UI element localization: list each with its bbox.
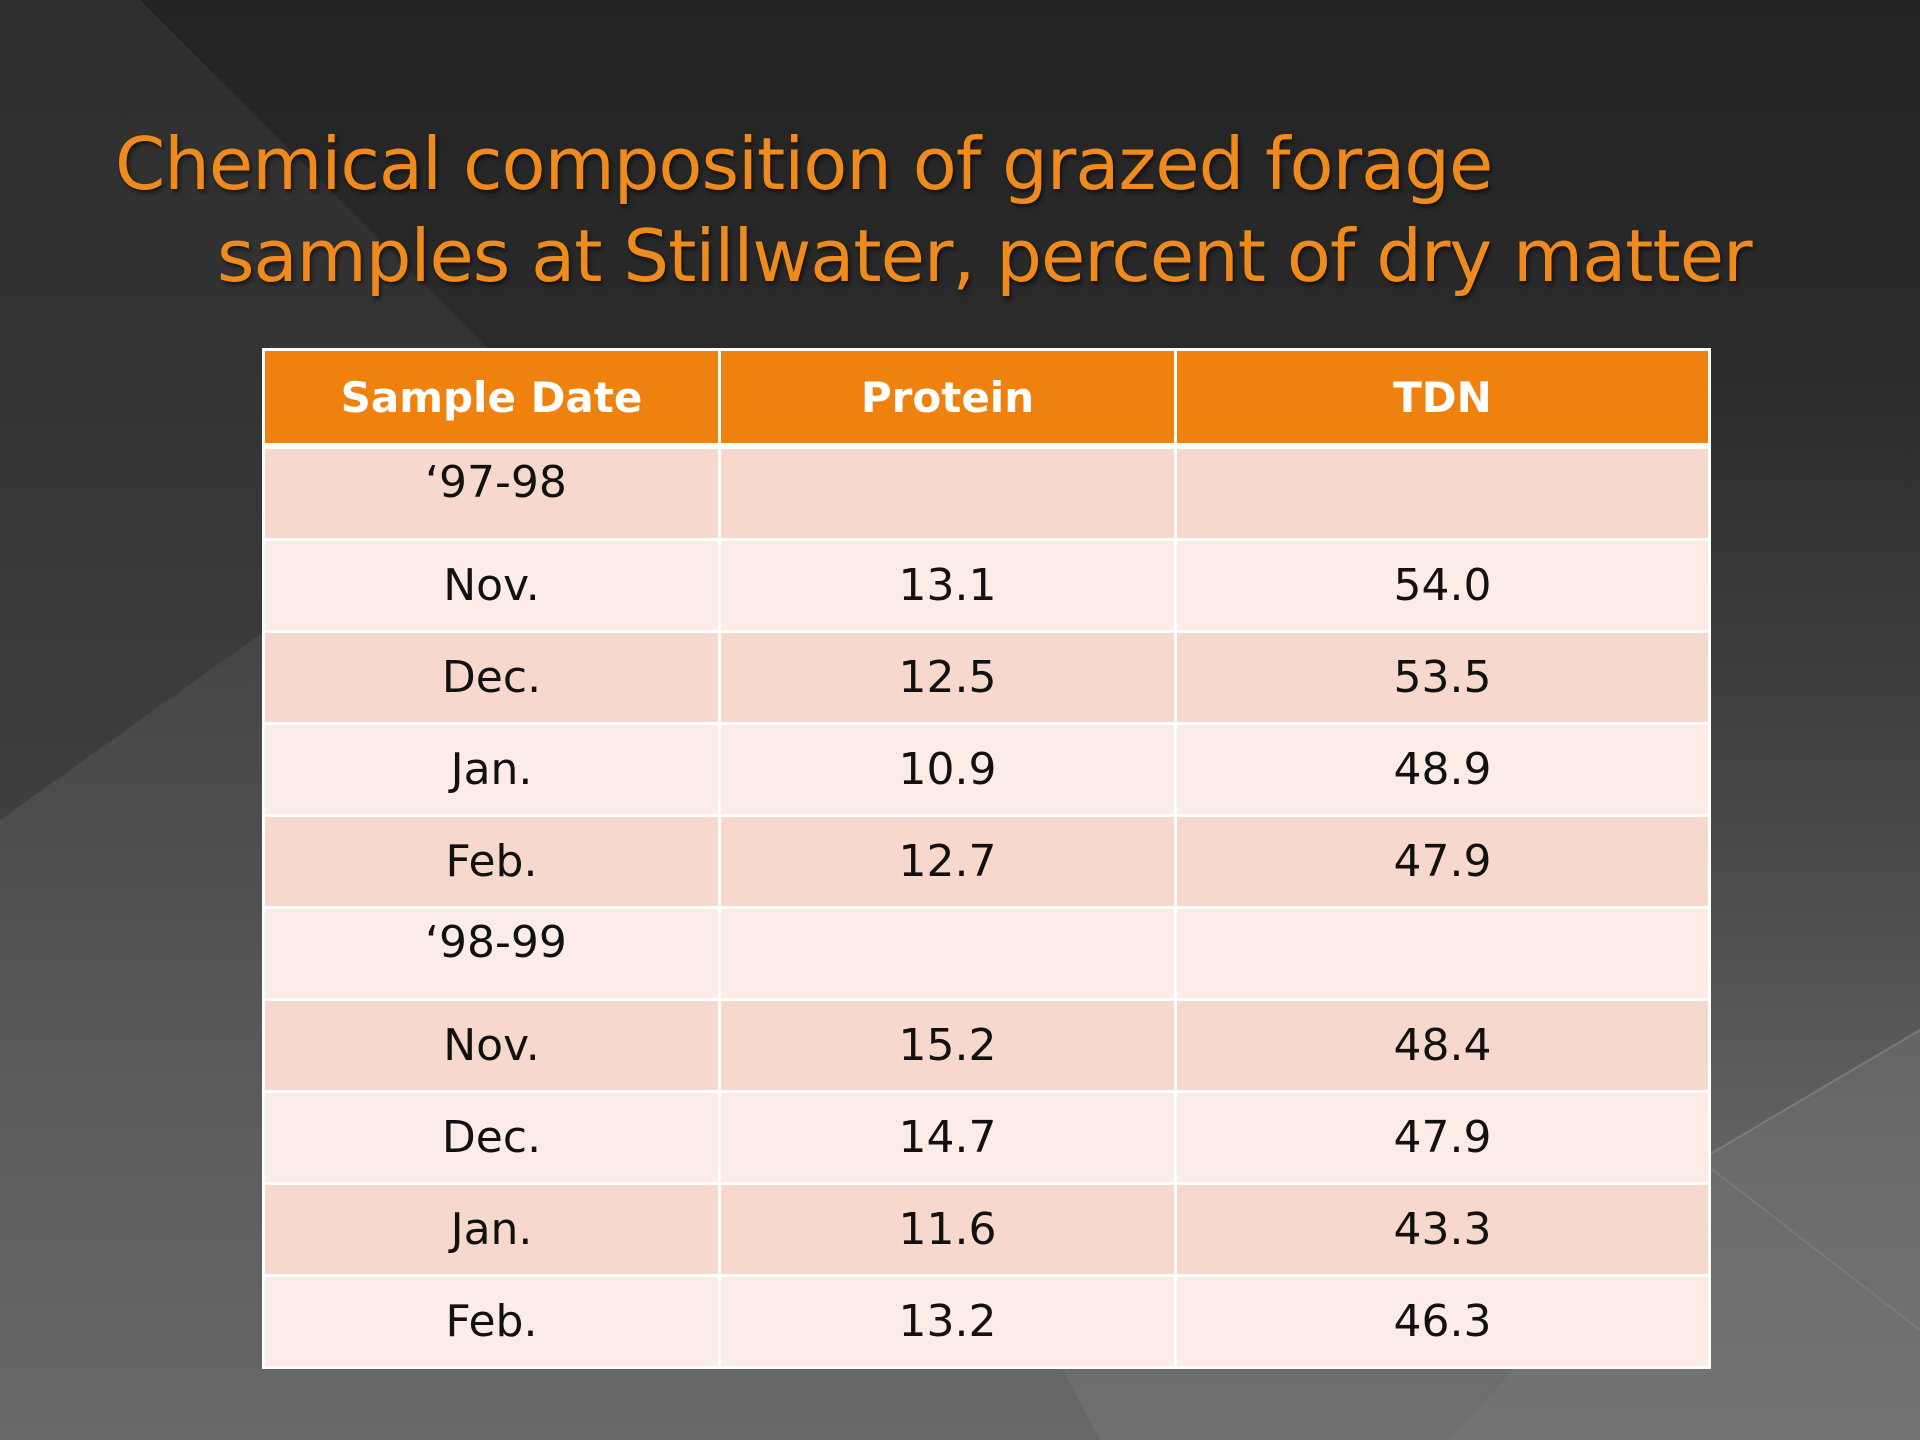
header-sample-date: Sample Date — [262, 348, 721, 449]
slide-title: Chemical composition of grazed forage sa… — [115, 118, 1895, 302]
cell-sample-date: Nov. — [262, 538, 721, 633]
table-row: Nov. 15.2 48.4 — [262, 998, 1711, 1093]
table-row: Nov. 13.1 54.0 — [262, 538, 1711, 633]
cell-sample-date: ‘98-99 — [262, 906, 721, 1001]
cell-tdn: 54.0 — [1174, 538, 1711, 633]
table-row: Dec. 12.5 53.5 — [262, 630, 1711, 725]
cell-sample-date: Dec. — [262, 630, 721, 725]
cell-tdn: 47.9 — [1174, 814, 1711, 909]
cell-tdn: 47.9 — [1174, 1090, 1711, 1185]
cell-protein: 13.2 — [718, 1274, 1177, 1369]
cell-tdn: 48.4 — [1174, 998, 1711, 1093]
cell-protein: 15.2 — [718, 998, 1177, 1093]
cell-tdn: 46.3 — [1174, 1274, 1711, 1369]
cell-protein — [718, 444, 1177, 541]
forage-composition-table: Sample Date Protein TDN ‘97-98 Nov. 13.1 54… — [262, 348, 1711, 1369]
header-tdn: TDN — [1174, 348, 1711, 449]
cell-protein — [718, 906, 1177, 1001]
table-row: Dec. 14.7 47.9 — [262, 1090, 1711, 1185]
cell-protein: 11.6 — [718, 1182, 1177, 1277]
cell-sample-date: Jan. — [262, 722, 721, 817]
title-line-2: samples at Stillwater, percent of dry ma… — [217, 214, 1753, 298]
cell-tdn: 43.3 — [1174, 1182, 1711, 1277]
title-line-1: Chemical composition of grazed forage — [115, 122, 1493, 206]
table-row: Feb. 12.7 47.9 — [262, 814, 1711, 909]
cell-tdn: 48.9 — [1174, 722, 1711, 817]
cell-tdn — [1174, 906, 1711, 1001]
cell-tdn — [1174, 444, 1711, 541]
table-header-row: Sample Date Protein TDN — [262, 348, 1711, 449]
cell-protein: 12.5 — [718, 630, 1177, 725]
table-row: ‘98-99 — [262, 906, 1711, 1001]
table-row: Feb. 13.2 46.3 — [262, 1274, 1711, 1369]
cell-sample-date: Feb. — [262, 1274, 721, 1369]
table-row: Jan. 11.6 43.3 — [262, 1182, 1711, 1277]
cell-sample-date: Nov. — [262, 998, 721, 1093]
cell-tdn: 53.5 — [1174, 630, 1711, 725]
cell-protein: 10.9 — [718, 722, 1177, 817]
cell-protein: 12.7 — [718, 814, 1177, 909]
cell-sample-date: Feb. — [262, 814, 721, 909]
header-protein: Protein — [718, 348, 1177, 449]
table-row: Jan. 10.9 48.9 — [262, 722, 1711, 817]
cell-sample-date: ‘97-98 — [262, 444, 721, 541]
cell-protein: 14.7 — [718, 1090, 1177, 1185]
cell-sample-date: Dec. — [262, 1090, 721, 1185]
table-row: ‘97-98 — [262, 444, 1711, 541]
cell-sample-date: Jan. — [262, 1182, 721, 1277]
cell-protein: 13.1 — [718, 538, 1177, 633]
